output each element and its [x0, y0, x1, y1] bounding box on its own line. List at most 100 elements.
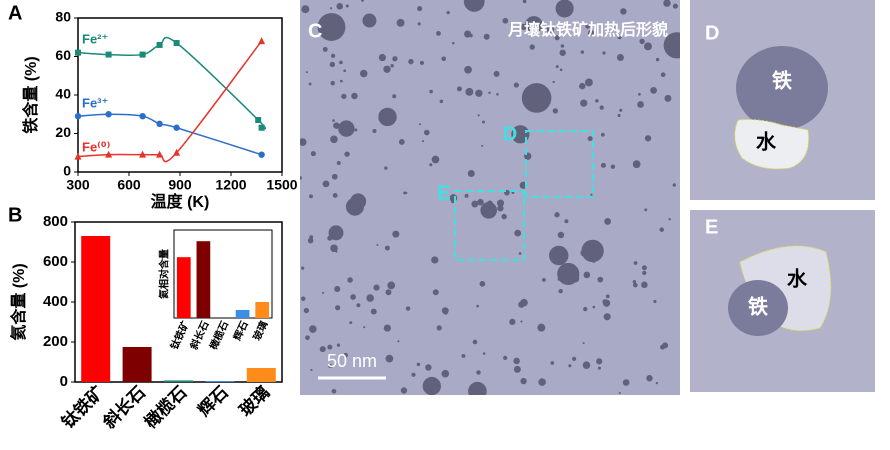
particle: [398, 139, 405, 145]
x-tick-label: 玻璃: [235, 382, 273, 420]
particle: [558, 289, 563, 294]
particle: [322, 180, 330, 188]
particle: [419, 60, 425, 65]
particle: [520, 298, 528, 307]
legend-label: Fe²⁺: [82, 31, 108, 46]
marker: [139, 150, 147, 158]
particle: [431, 256, 439, 264]
y-tick-label: 0: [63, 163, 71, 179]
phase-label: 水: [787, 267, 808, 290]
legend-label: Fe³⁺: [82, 95, 108, 110]
panel-label: C: [308, 20, 322, 42]
particle: [429, 89, 433, 94]
particle: [538, 378, 546, 386]
particle: [463, 0, 485, 12]
particle: [663, 0, 671, 7]
particle: [585, 23, 591, 29]
particle: [356, 303, 361, 308]
particle: [529, 44, 535, 50]
particle: [411, 372, 416, 377]
particle: [513, 82, 519, 88]
particle: [497, 205, 504, 212]
bar: [176, 257, 191, 318]
particle: [332, 193, 338, 198]
particle: [602, 299, 611, 307]
particle: [520, 320, 523, 323]
particle: [345, 197, 365, 216]
particle: [303, 307, 310, 314]
panel-label: A: [8, 2, 22, 24]
particle: [300, 138, 307, 146]
particle: [655, 381, 659, 385]
particle: [496, 199, 505, 207]
particle: [509, 318, 516, 325]
particle: [587, 136, 593, 142]
particle: [392, 230, 400, 238]
x-tick-label: 辉石: [194, 383, 231, 420]
particle: [336, 160, 341, 165]
particle: [644, 135, 652, 142]
particle: [345, 4, 349, 8]
particle: [618, 391, 621, 394]
particle: [632, 279, 637, 284]
particle: [525, 16, 543, 34]
particle: [555, 65, 559, 69]
particle: [338, 120, 355, 137]
particle: [465, 87, 474, 96]
marker: [139, 112, 146, 120]
particle: [339, 60, 343, 65]
particle: [617, 113, 621, 117]
particle: [582, 342, 585, 345]
particle: [597, 276, 604, 283]
particle: [331, 388, 337, 394]
particle: [477, 114, 480, 117]
particle: [644, 208, 648, 212]
particle: [378, 53, 386, 62]
particle: [308, 82, 312, 86]
panel-label: D: [705, 22, 719, 44]
marker: [258, 124, 265, 131]
particle: [482, 120, 485, 124]
marker: [173, 124, 180, 131]
particle: [592, 305, 596, 309]
scale-bar-label: 50 nm: [327, 351, 377, 371]
particle: [416, 362, 421, 367]
particle: [378, 107, 397, 127]
particle: [568, 364, 572, 368]
particle: [559, 68, 563, 72]
particle: [392, 94, 397, 99]
bar: [122, 347, 152, 382]
particle: [511, 125, 530, 144]
x-tick-label: 橄榄石: [140, 382, 190, 432]
particle: [449, 194, 458, 202]
particle: [317, 13, 346, 41]
particle: [617, 34, 622, 40]
particle: [432, 289, 439, 296]
particle: [503, 355, 508, 361]
particle: [396, 18, 405, 27]
particle: [431, 155, 440, 164]
particle: [564, 219, 569, 224]
particle: [642, 270, 647, 276]
particle: [549, 245, 569, 266]
particle: [408, 58, 414, 65]
particle: [522, 0, 527, 4]
particle: [597, 366, 602, 370]
particle: [344, 151, 350, 157]
marker: [156, 120, 163, 128]
bar: [255, 302, 270, 318]
particle: [475, 89, 483, 97]
particle: [350, 294, 356, 300]
particle: [481, 144, 484, 147]
particle: [436, 30, 441, 36]
particle: [587, 29, 595, 37]
tem-image-c: [300, 0, 680, 395]
particle: [583, 306, 588, 312]
particle: [619, 108, 623, 112]
particle: [580, 99, 588, 107]
particle: [480, 202, 498, 219]
particle: [513, 357, 520, 365]
particle: [483, 33, 490, 40]
particle: [370, 308, 377, 315]
